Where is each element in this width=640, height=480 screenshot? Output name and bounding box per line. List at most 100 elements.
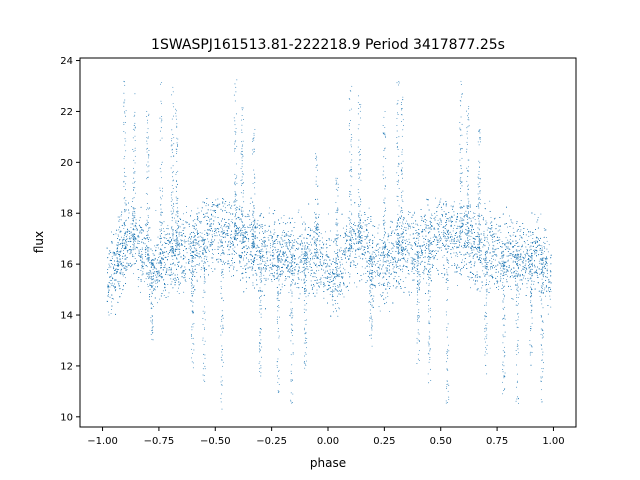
data-point xyxy=(311,229,313,231)
data-point xyxy=(344,249,346,251)
data-point xyxy=(471,231,473,233)
data-point xyxy=(287,222,289,224)
data-point xyxy=(113,283,115,285)
data-point xyxy=(453,211,455,213)
data-point xyxy=(107,269,109,271)
data-point xyxy=(454,263,455,265)
data-point xyxy=(281,283,283,285)
data-point xyxy=(184,256,186,258)
data-point xyxy=(192,268,194,270)
data-point xyxy=(472,258,474,259)
data-point xyxy=(137,286,139,288)
data-point xyxy=(168,269,170,271)
data-point xyxy=(355,235,357,237)
data-point xyxy=(470,253,472,255)
data-point xyxy=(275,249,277,251)
data-point xyxy=(511,275,513,276)
data-point xyxy=(201,232,203,234)
data-point xyxy=(239,219,241,221)
data-point xyxy=(139,241,141,242)
data-point xyxy=(130,232,132,234)
data-point xyxy=(536,275,538,277)
data-point xyxy=(499,239,501,241)
data-point xyxy=(259,240,260,242)
data-point xyxy=(159,271,161,273)
data-point xyxy=(252,284,254,286)
data-point xyxy=(291,280,292,282)
data-point xyxy=(347,289,349,291)
data-point xyxy=(285,242,287,244)
data-point xyxy=(534,253,536,255)
data-point xyxy=(207,238,208,240)
data-point xyxy=(488,275,490,277)
data-point xyxy=(206,215,208,217)
data-point xyxy=(407,260,408,261)
data-point xyxy=(507,275,508,277)
data-point xyxy=(137,279,139,281)
data-point xyxy=(434,228,436,230)
data-point xyxy=(394,258,396,260)
data-point xyxy=(450,205,452,207)
data-point xyxy=(242,259,244,261)
data-point xyxy=(426,243,428,244)
data-point xyxy=(360,214,362,216)
data-point xyxy=(166,238,168,240)
data-point xyxy=(361,279,363,281)
data-point xyxy=(321,265,323,267)
data-point xyxy=(349,282,351,284)
data-point xyxy=(223,253,225,255)
data-point xyxy=(473,249,475,251)
data-point xyxy=(142,271,144,273)
data-point xyxy=(222,201,224,203)
data-point xyxy=(256,250,258,252)
data-point xyxy=(170,263,172,265)
data-point xyxy=(314,222,315,224)
data-point xyxy=(168,243,169,245)
data-point xyxy=(316,244,318,245)
data-point xyxy=(244,215,246,217)
data-point xyxy=(184,242,186,244)
data-point xyxy=(311,252,313,254)
data-point xyxy=(293,235,294,237)
data-point xyxy=(536,269,538,271)
data-point xyxy=(373,263,375,265)
data-point xyxy=(425,221,426,223)
data-point xyxy=(407,273,409,275)
data-point xyxy=(399,245,401,247)
data-point xyxy=(309,266,311,268)
data-point xyxy=(541,245,543,247)
data-point xyxy=(129,236,130,238)
data-point xyxy=(181,223,183,225)
data-point xyxy=(489,287,491,289)
data-point xyxy=(485,220,487,222)
data-point xyxy=(481,258,482,260)
data-point xyxy=(335,303,336,305)
data-point xyxy=(284,279,286,281)
data-point xyxy=(271,240,273,241)
data-point xyxy=(460,269,462,271)
data-point xyxy=(397,237,399,239)
data-point xyxy=(163,262,165,264)
data-point xyxy=(276,242,278,244)
data-point xyxy=(548,244,550,246)
data-point xyxy=(163,221,165,223)
data-point xyxy=(111,258,113,259)
data-point xyxy=(247,227,249,228)
data-point xyxy=(349,221,351,223)
data-point xyxy=(173,272,175,274)
data-point xyxy=(387,285,389,287)
data-point xyxy=(157,262,159,264)
data-point xyxy=(329,279,331,280)
data-point xyxy=(283,235,285,237)
data-point xyxy=(398,268,400,270)
data-point xyxy=(187,221,189,223)
data-point xyxy=(166,228,168,229)
data-point xyxy=(296,287,298,288)
data-point xyxy=(399,285,401,287)
data-point xyxy=(285,267,287,269)
data-point xyxy=(326,265,327,267)
data-point xyxy=(420,224,422,226)
data-point xyxy=(512,227,514,229)
data-point xyxy=(318,229,320,231)
